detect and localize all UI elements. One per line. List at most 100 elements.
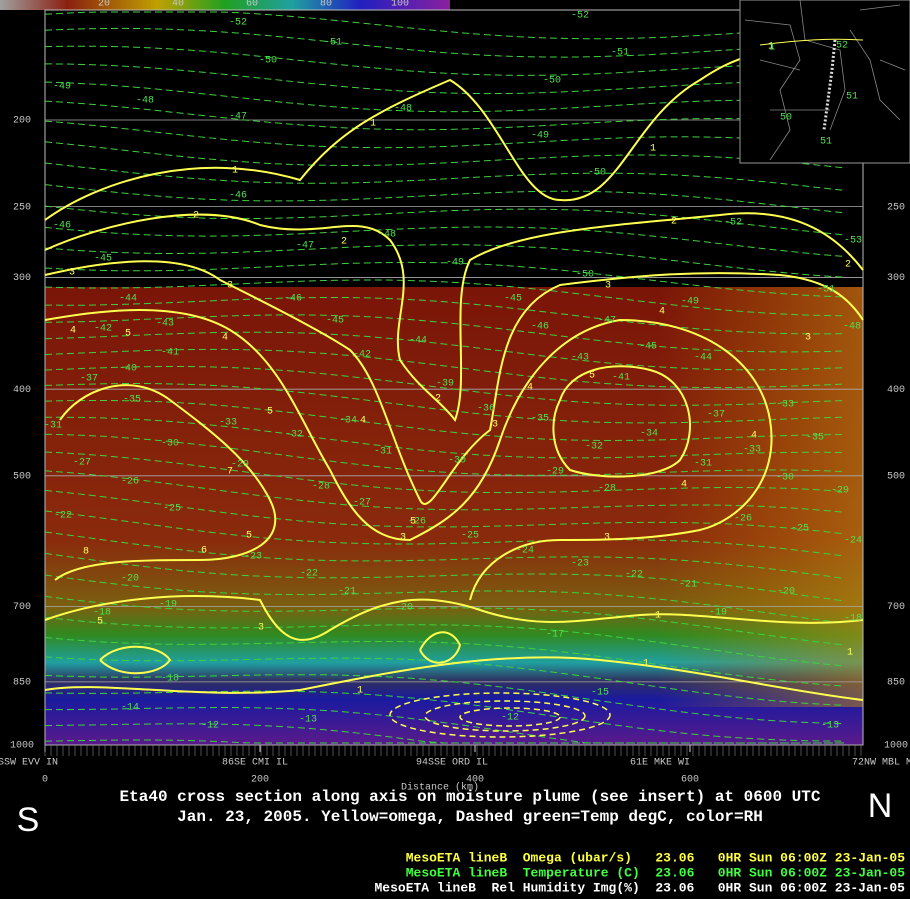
- temperature-label: -48: [136, 96, 154, 107]
- temperature-label: -13: [299, 715, 317, 726]
- distance-tick-label: 0: [42, 775, 48, 786]
- omega-contour: [552, 365, 691, 478]
- isotherm: [44, 489, 846, 535]
- temperature-label: -48: [394, 104, 412, 115]
- temperature-label: -35: [806, 433, 824, 444]
- omega-contour: [44, 309, 773, 601]
- inset-map-borders: [744, 0, 906, 161]
- temperature-label: -51: [611, 48, 629, 59]
- isotherm: [44, 45, 845, 76]
- legend-temperature: MesoETA lineB Temperature (C) 23.06 0HR …: [406, 865, 905, 880]
- temperature-label: -28: [598, 484, 616, 495]
- temperature-label: -48: [378, 230, 396, 241]
- temperature-contours: [44, 11, 846, 744]
- temperature-label: -52: [571, 11, 589, 22]
- temperature-label: -51: [817, 285, 835, 296]
- omega-label: 2: [193, 211, 199, 222]
- temperature-label: -41: [612, 373, 630, 384]
- temperature-label: -20: [777, 587, 795, 598]
- temperature-label: -29: [831, 486, 849, 497]
- isotherm: [44, 27, 846, 58]
- omega-label: 5: [267, 407, 273, 418]
- isotherm: [44, 616, 846, 667]
- isotherm: [44, 451, 846, 494]
- inset-map: [739, 0, 910, 164]
- omega-label: 4: [527, 383, 533, 394]
- temperature-label: -43: [156, 319, 174, 330]
- isotherm: [44, 279, 846, 317]
- omega-label: 4: [751, 431, 757, 442]
- isotherm: [44, 120, 846, 149]
- omega-contour: [44, 260, 864, 505]
- isotherm: [44, 162, 846, 191]
- temperature-label: -18: [161, 674, 179, 685]
- pressure-tick-label: 1000: [884, 741, 908, 752]
- isotherm: [44, 510, 846, 557]
- isotherm: [44, 297, 846, 335]
- temperature-label: -45: [504, 294, 522, 305]
- temperature-label: -19: [159, 600, 177, 611]
- temperature-label: -50: [588, 168, 606, 179]
- temperature-label: -49: [53, 82, 71, 93]
- temperature-label: -41: [161, 348, 179, 359]
- omega-label: 1: [370, 119, 376, 130]
- temperature-label: -34: [339, 416, 357, 427]
- pressure-tick-label: 300: [887, 273, 905, 284]
- omega-label: 3: [604, 533, 610, 544]
- omega-label: 2: [341, 237, 347, 248]
- temperature-label: -42: [353, 350, 371, 361]
- temperature-label: -52: [724, 218, 742, 229]
- colorbar-label: 100: [391, 0, 409, 10]
- compass-south: S: [17, 801, 40, 839]
- omega-label: 3: [805, 333, 811, 344]
- temperature-label: -25: [461, 531, 479, 542]
- temperature-label: -33: [776, 400, 794, 411]
- isotherm: [45, 706, 845, 744]
- temperature-label: -18: [844, 614, 862, 625]
- map-label: 51: [846, 92, 858, 103]
- isotherm: [44, 100, 846, 131]
- temperature-label: -24: [844, 536, 862, 547]
- omega-contour: [44, 212, 864, 423]
- temperature-label: -19: [709, 608, 727, 619]
- temperature-label: -24: [516, 546, 534, 557]
- temperature-label: -22: [625, 570, 643, 581]
- legend-omega: MesoETA lineB Omega (ubar/s) 23.06 0HR S…: [406, 850, 905, 865]
- omega-label: 2: [671, 217, 677, 228]
- temperature-label: -29: [546, 467, 564, 478]
- temperature-label: -37: [80, 374, 98, 385]
- pressure-tick-label: 200: [13, 116, 31, 127]
- inset-map-contour: [759, 38, 864, 46]
- temperature-label: -27: [73, 458, 91, 469]
- isotherm: [44, 739, 845, 744]
- temperature-label: -53: [844, 236, 862, 247]
- temperature-label: -12: [501, 713, 519, 724]
- omega-label: 5: [410, 517, 416, 528]
- temperature-label: -26: [734, 514, 752, 525]
- isotherm: [44, 244, 846, 278]
- isotherm: [44, 184, 846, 214]
- temperature-label: -26: [121, 477, 139, 488]
- temperature-label: -21: [679, 580, 697, 591]
- pressure-tick-label: 500: [887, 471, 905, 482]
- distance-tick-label: 200: [251, 775, 269, 786]
- omega-contour: [419, 631, 462, 664]
- temperature-label: -22: [54, 511, 72, 522]
- distance-tick-label: 600: [681, 775, 699, 786]
- omega-label: 5: [589, 371, 595, 382]
- omega-contour: [44, 595, 864, 641]
- isotherm: [44, 348, 846, 389]
- isotherm: [44, 261, 846, 298]
- isotherm: [44, 470, 846, 513]
- distance-tick-label: 400: [466, 775, 484, 786]
- omega-label: 1: [650, 144, 656, 155]
- temperature-label: -49: [681, 297, 699, 308]
- temperature-label: -18: [93, 608, 111, 619]
- map-label: 50: [780, 113, 792, 124]
- omega-label: 2: [435, 394, 441, 405]
- isotherm: [44, 400, 846, 442]
- temperature-label: -30: [161, 439, 179, 450]
- pressure-tick-label: 700: [887, 602, 905, 613]
- temperature-label: -37: [707, 410, 725, 421]
